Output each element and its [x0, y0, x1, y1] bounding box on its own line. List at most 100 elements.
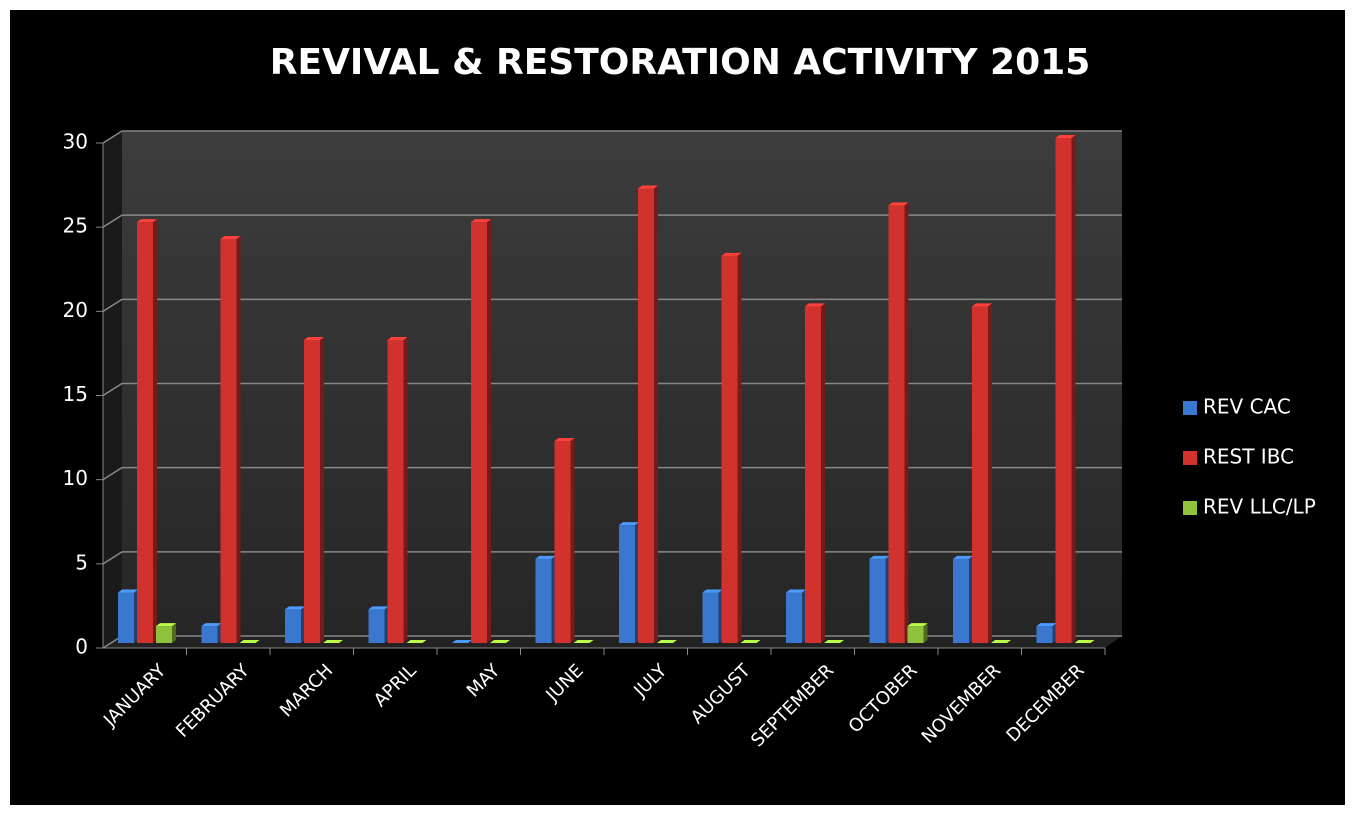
- bar-top: [406, 640, 427, 643]
- bar: [991, 640, 1011, 643]
- legend-label: REV CAC: [1203, 395, 1291, 419]
- bar-top: [869, 555, 890, 559]
- bar: [156, 623, 176, 643]
- bar: [740, 640, 761, 643]
- bar: [972, 303, 992, 643]
- bar-side: [737, 252, 742, 644]
- bar-top: [471, 219, 491, 223]
- bar-front: [304, 340, 320, 643]
- bar: [368, 606, 389, 643]
- bar: [239, 640, 260, 643]
- y-tick-label: 10: [63, 466, 88, 490]
- bar: [137, 219, 157, 643]
- bar-side: [153, 219, 157, 643]
- bar-top: [201, 623, 222, 627]
- legend-label: REV LLC/LP: [1203, 495, 1316, 519]
- bar: [304, 337, 324, 643]
- bar-side: [923, 623, 928, 643]
- grid-line: [102, 130, 1122, 144]
- grid-line: [102, 382, 1122, 397]
- bar: [573, 640, 594, 643]
- bar-side: [236, 236, 241, 643]
- bar: [452, 640, 472, 643]
- bar: [387, 337, 408, 643]
- bar-top: [805, 303, 825, 307]
- y-tick-label: 0: [75, 635, 88, 659]
- bar: [323, 640, 343, 643]
- legend-label: REST IBC: [1203, 445, 1294, 469]
- bar-side: [403, 337, 408, 643]
- y-tick-label: 20: [63, 298, 88, 322]
- bar: [786, 589, 806, 643]
- bar: [869, 555, 890, 643]
- bar-top: [888, 202, 909, 206]
- bar-top: [220, 236, 241, 239]
- bar-front: [972, 306, 988, 643]
- bar-front: [156, 626, 172, 643]
- bar-top: [972, 303, 992, 307]
- bar: [490, 640, 510, 643]
- bar-side: [1071, 135, 1076, 643]
- bar-front: [907, 626, 924, 643]
- bar: [535, 555, 556, 643]
- bar-top: [239, 640, 260, 643]
- bar-side: [320, 337, 324, 643]
- bar-top: [786, 589, 806, 593]
- bar: [638, 185, 658, 643]
- bar-top: [740, 640, 761, 643]
- bar: [619, 522, 639, 643]
- bar-side: [487, 219, 491, 643]
- bar-top: [619, 522, 639, 526]
- bar-front: [368, 609, 385, 643]
- bar: [907, 623, 928, 643]
- bar-top: [137, 219, 157, 223]
- legend-swatch: [1183, 501, 1197, 515]
- bar-front: [1036, 626, 1053, 643]
- bar-side: [988, 303, 992, 643]
- bar-side: [821, 303, 825, 643]
- bar-top: [387, 337, 408, 340]
- bar: [824, 640, 844, 643]
- bar-front: [220, 239, 237, 643]
- bar: [888, 202, 909, 644]
- bar-front: [554, 441, 571, 643]
- bar: [118, 589, 138, 643]
- legend-swatch: [1183, 451, 1197, 465]
- bar-front: [786, 592, 802, 643]
- bar-side: [172, 623, 176, 643]
- chart-title: REVIVAL & RESTORATION ACTIVITY 2015: [270, 42, 1091, 83]
- bar-front: [638, 188, 654, 643]
- bar-top: [285, 606, 305, 610]
- bar-top: [554, 438, 575, 441]
- bar: [201, 623, 222, 643]
- bar: [220, 236, 241, 643]
- bar-top: [702, 589, 723, 593]
- bar-front: [888, 205, 905, 644]
- bar-front: [619, 525, 635, 643]
- grid-line: [102, 298, 1122, 312]
- legend-swatch: [1183, 401, 1197, 415]
- bar-top: [638, 185, 658, 189]
- bar: [471, 219, 491, 643]
- bar-top: [824, 640, 844, 643]
- bar-front: [118, 592, 134, 643]
- bar-top: [368, 606, 389, 610]
- bar-top: [535, 555, 556, 559]
- floor: [103, 636, 1122, 648]
- bar-front: [953, 558, 969, 643]
- bar-top: [452, 640, 472, 643]
- grid-line: [102, 551, 1122, 565]
- bar-top: [573, 640, 594, 643]
- bar: [1074, 640, 1095, 643]
- bar: [1036, 623, 1057, 643]
- bar-front: [721, 255, 738, 644]
- bar-front: [702, 592, 719, 643]
- bar-top: [721, 252, 742, 256]
- bar-top: [657, 640, 677, 643]
- bar: [805, 303, 825, 643]
- bar: [554, 438, 575, 643]
- bar-top: [304, 337, 324, 340]
- bar-front: [869, 558, 886, 643]
- bar: [721, 252, 742, 644]
